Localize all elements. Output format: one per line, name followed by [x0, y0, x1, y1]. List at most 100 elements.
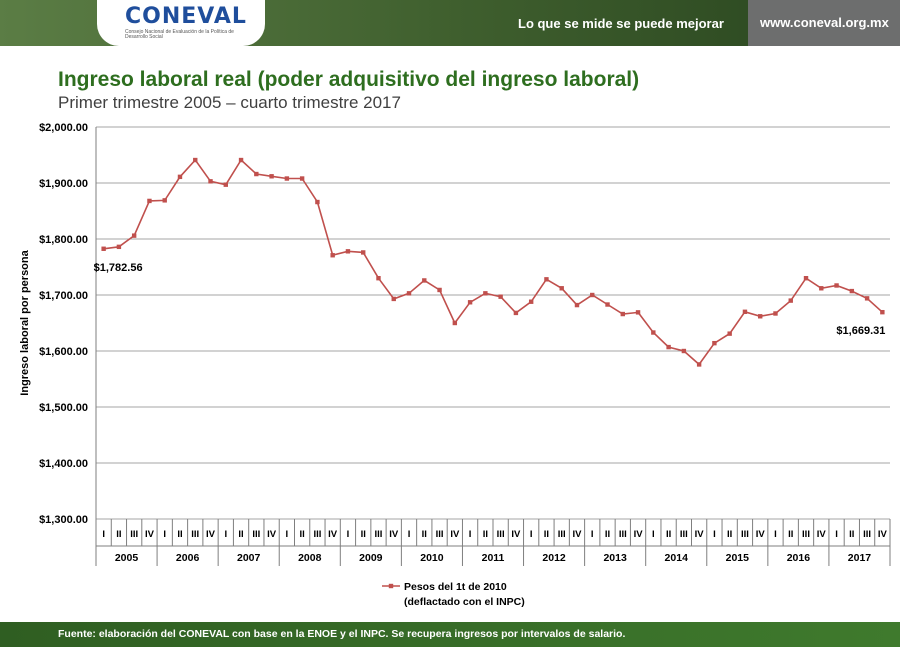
year-label: 2008 — [298, 552, 322, 564]
quarter-label: I — [408, 529, 411, 540]
logo-wordmark: CONEVAL — [125, 4, 247, 29]
data-point — [467, 300, 473, 305]
year-label: 2016 — [787, 552, 811, 564]
data-point — [880, 309, 885, 315]
data-point — [528, 299, 534, 304]
quarter-label: I — [652, 529, 655, 540]
data-point — [696, 362, 702, 367]
quarter-label: II — [238, 529, 243, 540]
quarter-label: I — [224, 529, 227, 540]
year-label: 2013 — [603, 552, 627, 564]
footer-bar: Fuente: elaboración del CONEVAL con base… — [0, 622, 900, 647]
quarter-label: I — [774, 529, 777, 540]
data-point — [635, 310, 641, 315]
quarter-label: IV — [450, 529, 460, 540]
quarter-label: III — [619, 529, 627, 540]
quarter-label: II — [849, 529, 854, 540]
year-label: 2015 — [726, 552, 750, 564]
data-point — [651, 330, 656, 335]
year-label: 2017 — [848, 552, 872, 564]
quarter-label: III — [375, 529, 383, 540]
chart-title: Ingreso laboral real (poder adquisitivo … — [58, 68, 640, 91]
data-point — [299, 176, 305, 181]
data-point — [834, 283, 839, 288]
header-bar: CONEVAL Consejo Nacional de Evaluación d… — [0, 0, 900, 46]
y-tick-label: $1,400.00 — [39, 458, 88, 470]
y-tick-label: $1,700.00 — [39, 290, 88, 302]
year-label: 2012 — [542, 552, 566, 564]
year-label: 2009 — [359, 552, 383, 564]
quarter-label: IV — [511, 529, 521, 540]
data-point — [315, 199, 320, 205]
data-point — [422, 278, 427, 283]
data-point — [605, 302, 610, 307]
year-label: 2010 — [420, 552, 444, 564]
header-tagline: Lo que se mide se puede mejorar — [518, 16, 724, 31]
quarter-label: II — [605, 529, 610, 540]
quarter-label: II — [177, 529, 182, 540]
data-point — [361, 250, 366, 255]
legend-note: (deflactado con el INPC) — [404, 596, 525, 608]
data-point — [345, 249, 351, 254]
quarter-label: II — [116, 529, 121, 540]
quarter-label: IV — [817, 529, 827, 540]
data-point — [727, 331, 732, 336]
quarter-label: II — [422, 529, 427, 540]
quarter-label: IV — [206, 529, 216, 540]
data-point — [101, 246, 106, 251]
y-axis-label: Ingreso laboral por persona — [19, 249, 31, 395]
data-point — [238, 157, 244, 163]
quarter-label: III — [802, 529, 810, 540]
quarter-label: I — [163, 529, 166, 540]
quarter-label: IV — [328, 529, 338, 540]
data-point — [147, 198, 152, 204]
data-point — [788, 298, 793, 303]
quarter-label: I — [469, 529, 472, 540]
data-point — [773, 311, 778, 316]
y-tick-label: $1,900.00 — [39, 178, 88, 190]
quarter-label: III — [130, 529, 138, 540]
quarter-label: I — [286, 529, 289, 540]
url-box — [748, 0, 900, 46]
data-point — [208, 179, 213, 184]
data-point — [498, 294, 503, 299]
data-point — [376, 276, 381, 281]
data-point — [162, 198, 167, 203]
data-label: $1,669.31 — [836, 325, 885, 337]
quarter-label: IV — [572, 529, 582, 540]
source-note: Fuente: elaboración del CONEVAL con base… — [58, 628, 626, 640]
quarter-label: I — [347, 529, 350, 540]
quarter-label: IV — [756, 529, 766, 540]
quarter-label: IV — [634, 529, 644, 540]
data-point — [513, 310, 519, 316]
data-point — [269, 174, 274, 179]
quarter-label: I — [591, 529, 594, 540]
data-point — [681, 348, 687, 354]
legend-label: Pesos del 1t de 2010 — [404, 581, 507, 593]
year-label: 2005 — [115, 552, 139, 564]
quarter-label: III — [863, 529, 871, 540]
quarter-label: III — [680, 529, 688, 540]
data-point — [254, 171, 259, 177]
data-point — [193, 157, 198, 163]
quarter-label: III — [497, 529, 505, 540]
quarter-label: IV — [145, 529, 155, 540]
data-point — [590, 292, 595, 298]
logo-subtitle: Consejo Nacional de Evaluación de la Pol… — [125, 29, 234, 40]
line-chart: $1,300.00 $1,400.00 $1,500.00 $1,600.00 $1,7… — [19, 122, 891, 608]
quarter-label: II — [788, 529, 793, 540]
coneval-logo[interactable]: CONEVAL Consejo Nacional de Evaluación d… — [97, 0, 265, 46]
data-point — [177, 174, 183, 180]
y-tick-label: $1,800.00 — [39, 234, 88, 246]
quarter-label: II — [483, 529, 488, 540]
data-point — [819, 286, 824, 291]
quarter-label: IV — [267, 529, 277, 540]
website-link[interactable]: www.coneval.org.mx — [760, 15, 889, 30]
quarter-label: IV — [878, 529, 888, 540]
series-line — [103, 158, 883, 366]
data-point — [574, 302, 580, 308]
y-tick-label: $1,500.00 — [39, 402, 88, 414]
quarter-label: II — [299, 529, 304, 540]
chart-subtitle: Primer trimestre 2005 – cuarto trimestre… — [58, 93, 401, 112]
year-label: 2014 — [665, 552, 689, 564]
